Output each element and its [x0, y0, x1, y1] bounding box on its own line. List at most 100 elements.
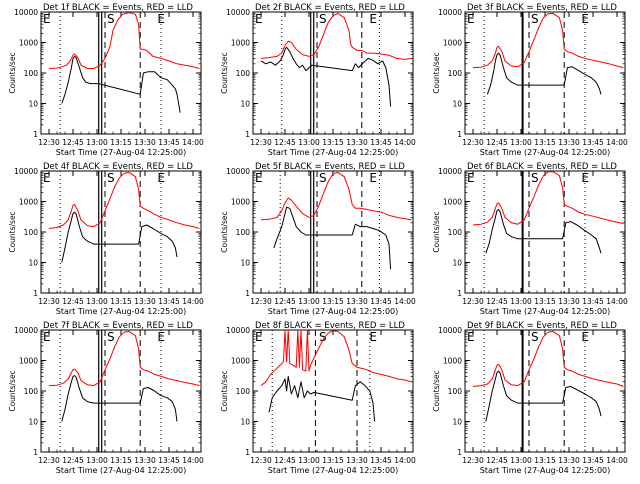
x-tick-label: 13:00: [298, 456, 320, 465]
x-tick-label: 13:30: [558, 456, 580, 465]
x-tick-label: 13:00: [298, 297, 320, 306]
x-tick-label: 13:15: [322, 138, 344, 147]
y-tick-label: 10000: [14, 326, 38, 335]
x-tick-label: 12:45: [62, 456, 84, 465]
x-tick-label: 12:30: [38, 297, 60, 306]
x-tick-label: 13:45: [158, 297, 180, 306]
y-tick-label: 1: [245, 289, 250, 298]
plot-frame: [464, 170, 626, 294]
chart-panel-3: Det 3f BLACK = Events, RED = LLD 1 10 100 10…: [432, 3, 628, 157]
chart-title: Det 4f BLACK = Events, RED = LLD: [43, 162, 193, 172]
x-axis-label: Start Time (27-Aug-04 12:25:00): [56, 466, 187, 475]
x-tick-label: 13:30: [346, 456, 368, 465]
plot-frame: [252, 11, 414, 135]
y-tick-label: 10000: [226, 8, 250, 17]
x-tick-label: 13:30: [346, 138, 368, 147]
y-tick-label: 1000: [231, 357, 250, 366]
plot-frame: [40, 329, 202, 453]
region-label: E: [467, 330, 475, 344]
x-tick-label: 14:00: [606, 456, 628, 465]
series-line-lld: [472, 330, 624, 387]
series-line-lld: [472, 171, 624, 226]
region-label: E: [43, 171, 51, 185]
series-line-events: [260, 46, 392, 107]
y-tick-label: 1000: [231, 39, 250, 48]
region-label: S: [107, 171, 115, 185]
x-tick-label: 14:00: [606, 297, 628, 306]
x-tick-label: 13:45: [158, 456, 180, 465]
series-line-events: [485, 370, 602, 422]
x-tick-label: 13:30: [134, 456, 156, 465]
x-tick-label: 13:45: [370, 297, 392, 306]
x-tick-label: 13:30: [346, 297, 368, 306]
chart-title: Det 6f BLACK = Events, RED = LLD: [467, 162, 617, 172]
y-tick-label: 100: [24, 387, 39, 396]
region-label: E: [581, 12, 589, 26]
x-axis-label: Start Time (27-Aug-04 12:25:00): [56, 307, 187, 316]
y-axis-label: Counts/sec: [432, 52, 441, 93]
y-tick-label: 100: [236, 228, 251, 237]
x-tick-label: 13:15: [534, 297, 556, 306]
x-tick-label: 12:45: [274, 456, 296, 465]
x-tick-label: 13:45: [370, 456, 392, 465]
x-tick-label: 13:00: [510, 297, 532, 306]
y-axis-label: Counts/sec: [220, 211, 229, 252]
y-tick-label: 1000: [19, 357, 38, 366]
y-axis-label: Counts/sec: [220, 370, 229, 411]
chart-panel-8: Det 8f BLACK = Events, RED = LLD 1 10 100 10…: [220, 321, 416, 475]
region-label: S: [319, 330, 327, 344]
x-tick-label: 12:45: [274, 297, 296, 306]
x-tick-label: 12:30: [250, 456, 272, 465]
x-axis-label: Start Time (27-Aug-04 12:25:00): [480, 307, 611, 316]
series-line-lld: [260, 12, 412, 60]
region-label: S: [531, 12, 539, 26]
x-tick-label: 12:30: [462, 297, 484, 306]
x-tick-label: 13:45: [582, 297, 604, 306]
x-tick-label: 13:45: [582, 456, 604, 465]
x-tick-label: 12:30: [38, 456, 60, 465]
chart-title: Det 7f BLACK = Events, RED = LLD: [43, 321, 193, 331]
x-tick-label: 14:00: [394, 456, 416, 465]
x-tick-label: 14:00: [182, 456, 204, 465]
x-tick-label: 12:45: [274, 138, 296, 147]
x-tick-label: 12:45: [62, 297, 84, 306]
y-axis-label: Counts/sec: [220, 52, 229, 93]
y-tick-label: 1: [33, 289, 38, 298]
y-tick-label: 100: [24, 228, 39, 237]
y-tick-label: 100: [448, 387, 463, 396]
region-label: E: [157, 330, 165, 344]
series-line-events: [268, 375, 376, 422]
region-label: E: [467, 171, 475, 185]
region-label: S: [531, 330, 539, 344]
y-axis-label: Counts/sec: [432, 370, 441, 411]
y-tick-label: 1000: [19, 39, 38, 48]
plot-frame: [40, 170, 202, 294]
y-tick-label: 10: [240, 418, 250, 427]
y-tick-label: 1: [457, 448, 462, 457]
y-tick-label: 10: [452, 259, 462, 268]
chart-title: Det 5f BLACK = Events, RED = LLD: [255, 162, 405, 172]
x-tick-label: 12:45: [486, 297, 508, 306]
y-tick-label: 10000: [226, 326, 250, 335]
x-tick-label: 13:15: [534, 138, 556, 147]
region-label: S: [319, 12, 327, 26]
series-line-events: [485, 208, 602, 254]
series-line-events: [486, 52, 602, 95]
x-tick-label: 12:30: [462, 456, 484, 465]
chart-panel-1: Det 1f BLACK = Events, RED = LLD 1 10 100 10…: [8, 3, 204, 157]
region-label: E: [43, 330, 51, 344]
x-tick-label: 13:15: [322, 456, 344, 465]
x-tick-label: 12:30: [462, 138, 484, 147]
region-label: E: [369, 12, 377, 26]
x-tick-label: 12:45: [486, 138, 508, 147]
series-line-events: [61, 375, 178, 422]
y-axis-label: Counts/sec: [8, 370, 17, 411]
x-tick-label: 14:00: [394, 138, 416, 147]
y-tick-label: 10: [240, 100, 250, 109]
series-line-lld: [48, 12, 200, 69]
y-tick-label: 100: [236, 69, 251, 78]
x-tick-label: 13:15: [534, 456, 556, 465]
x-tick-label: 12:30: [38, 138, 60, 147]
x-tick-label: 14:00: [606, 138, 628, 147]
